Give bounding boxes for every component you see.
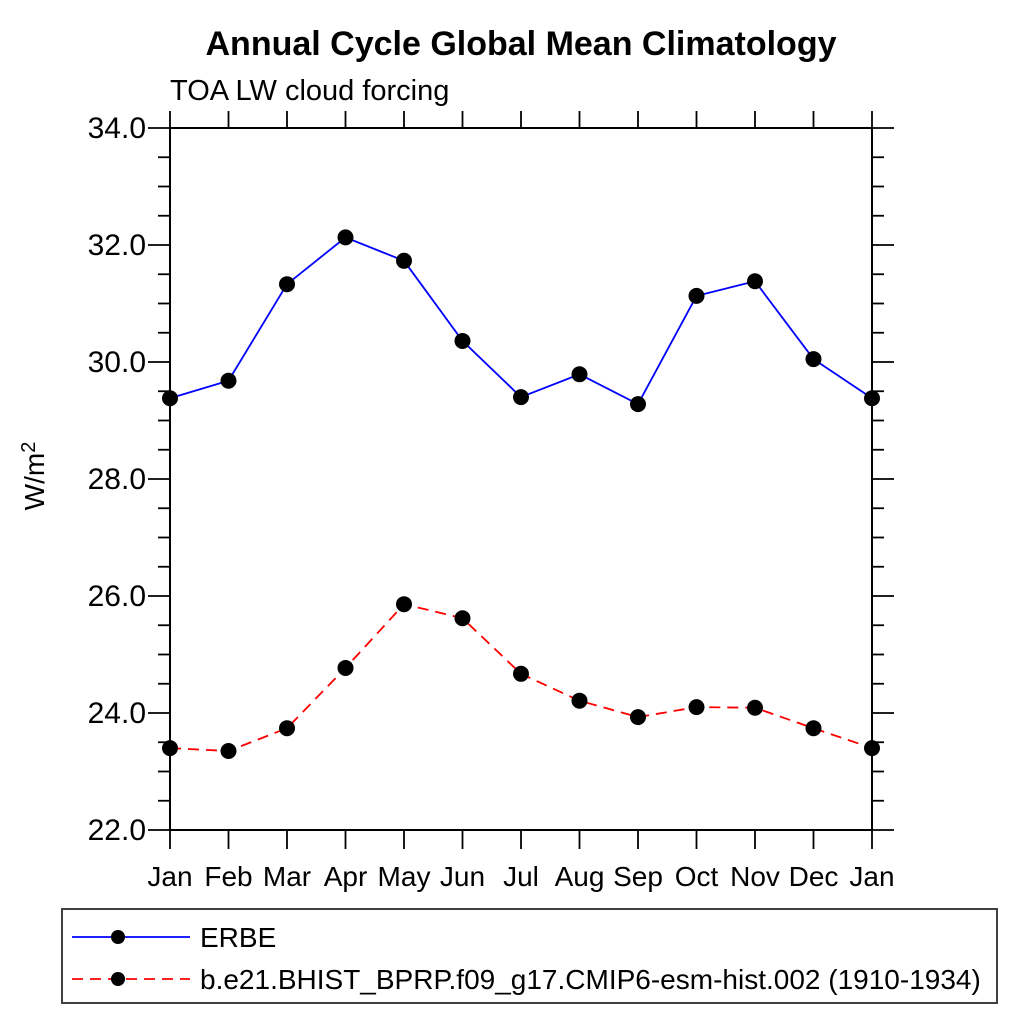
x-tick-label: Jan bbox=[849, 861, 894, 892]
legend-marker bbox=[111, 972, 125, 986]
y-tick-label: 22.0 bbox=[88, 814, 146, 847]
chart-title: Annual Cycle Global Mean Climatology bbox=[206, 25, 837, 63]
data-point-marker bbox=[630, 396, 646, 413]
data-point-marker bbox=[220, 743, 237, 760]
y-tick-label: 28.0 bbox=[88, 463, 146, 496]
data-point-marker bbox=[454, 610, 471, 627]
x-tick-label: Jul bbox=[503, 861, 539, 892]
legend-marker bbox=[111, 930, 125, 944]
x-tick-label: Jan bbox=[147, 861, 192, 892]
series-line-0 bbox=[169, 236, 873, 406]
data-point-marker bbox=[630, 709, 646, 726]
x-tick-label: Apr bbox=[324, 861, 368, 892]
data-point-marker bbox=[279, 276, 295, 293]
data-point-marker bbox=[337, 659, 354, 676]
data-point-marker bbox=[571, 692, 588, 709]
data-point-marker bbox=[162, 740, 178, 757]
data-point-marker bbox=[337, 229, 354, 246]
data-point-marker bbox=[396, 596, 412, 613]
data-point-marker bbox=[864, 740, 880, 757]
data-point-marker bbox=[747, 273, 763, 290]
x-tick-label: Jun bbox=[440, 861, 485, 892]
data-point-marker bbox=[805, 351, 822, 368]
data-point-marker bbox=[513, 665, 529, 682]
data-point-marker bbox=[571, 366, 588, 383]
data-point-marker bbox=[805, 720, 822, 737]
plot-frame bbox=[169, 127, 873, 831]
data-point-marker bbox=[220, 372, 237, 389]
data-point-marker bbox=[688, 699, 705, 716]
y-tick-label: 24.0 bbox=[88, 697, 146, 730]
y-tick-label: 34.0 bbox=[88, 112, 146, 145]
legend-entry: b.e21.BHIST_BPRP.f09_g17.CMIP6-esm-hist.… bbox=[72, 964, 981, 995]
x-tick-label: May bbox=[378, 861, 431, 892]
x-tick-label: Feb bbox=[204, 861, 252, 892]
x-tick-label: Oct bbox=[675, 861, 719, 892]
legend-label: b.e21.BHIST_BPRP.f09_g17.CMIP6-esm-hist.… bbox=[200, 964, 981, 995]
data-point-marker bbox=[162, 390, 178, 407]
legend-label: ERBE bbox=[200, 922, 276, 953]
x-tick-label: Dec bbox=[789, 861, 839, 892]
legend-box bbox=[61, 908, 998, 1004]
legend-entry: ERBE bbox=[72, 922, 276, 953]
y-tick-label: 26.0 bbox=[88, 580, 146, 613]
data-point-marker bbox=[747, 699, 763, 716]
y-tick-label: 30.0 bbox=[88, 346, 146, 379]
data-point-marker bbox=[688, 287, 705, 304]
x-tick-label: Mar bbox=[263, 861, 311, 892]
data-point-marker bbox=[513, 389, 529, 406]
chart-subtitle: TOA LW cloud forcing bbox=[170, 75, 449, 107]
data-point-marker bbox=[396, 252, 412, 269]
data-point-marker bbox=[864, 390, 880, 407]
x-tick-label: Aug bbox=[555, 861, 605, 892]
x-tick-label: Sep bbox=[613, 861, 663, 892]
x-tick-label: Nov bbox=[730, 861, 780, 892]
data-point-marker bbox=[454, 332, 471, 349]
data-point-marker bbox=[279, 720, 295, 737]
y-axis-label: W/m2 bbox=[18, 442, 50, 511]
y-tick-label: 32.0 bbox=[88, 229, 146, 262]
